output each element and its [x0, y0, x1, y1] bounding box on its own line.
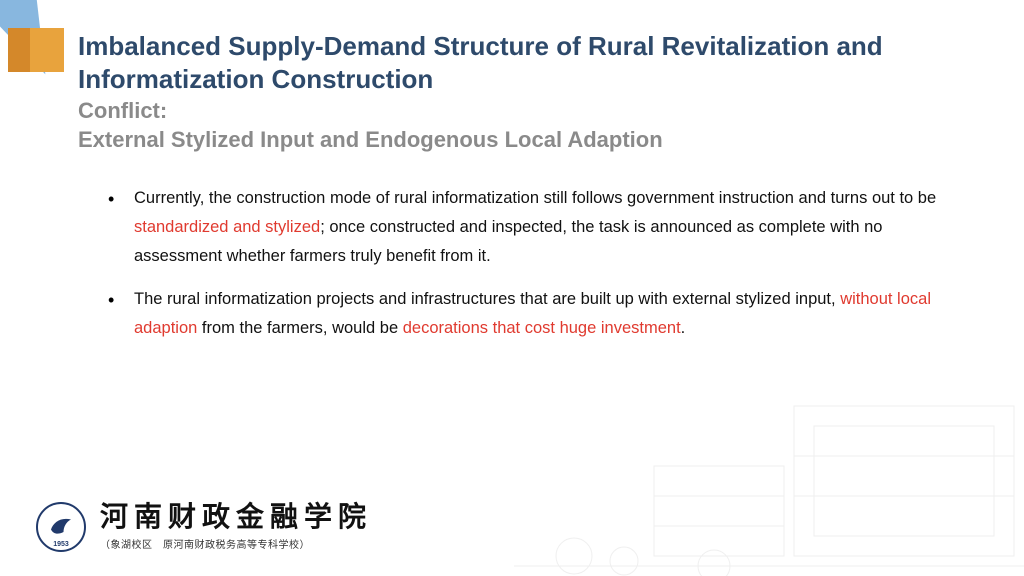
bullet-2-text-a: The rural informatization projects and i…	[134, 290, 840, 308]
title-line-1: Imbalanced Supply-Demand Structure of Ru…	[78, 31, 883, 61]
bullet-2-text-c: .	[681, 319, 686, 337]
slide-subtitle: Conflict: External Stylized Input and En…	[78, 97, 964, 154]
slide-title: Imbalanced Supply-Demand Structure of Ru…	[78, 30, 964, 95]
bullet-1: Currently, the construction mode of rura…	[108, 184, 964, 271]
bullet-2-text-b: from the farmers, would be	[197, 319, 402, 337]
slide-body: Currently, the construction mode of rura…	[78, 184, 964, 342]
institution-name: 河南财政金融学院	[100, 504, 372, 532]
subtitle-line-2: External Stylized Input and Endogenous L…	[78, 127, 663, 152]
institution-logo: 1953	[36, 502, 86, 552]
bullet-1-text-a: Currently, the construction mode of rura…	[134, 189, 936, 207]
slide-content: Imbalanced Supply-Demand Structure of Ru…	[0, 0, 1024, 576]
footer: 1953 河南财政金融学院 （象湖校区 原河南财政税务高等专科学校）	[36, 502, 372, 552]
bird-icon	[46, 512, 76, 542]
subtitle-line-1: Conflict:	[78, 98, 167, 123]
title-line-2: Informatization Construction	[78, 64, 433, 94]
institution-subtext: （象湖校区 原河南财政税务高等专科学校）	[100, 536, 372, 551]
bullet-2-highlight-2: decorations that cost huge investment	[403, 319, 681, 337]
bullet-2: The rural informatization projects and i…	[108, 285, 964, 343]
bullet-1-highlight-1: standardized and stylized	[134, 218, 320, 236]
institution-text: 河南财政金融学院 （象湖校区 原河南财政税务高等专科学校）	[100, 504, 372, 551]
logo-year: 1953	[38, 541, 84, 548]
